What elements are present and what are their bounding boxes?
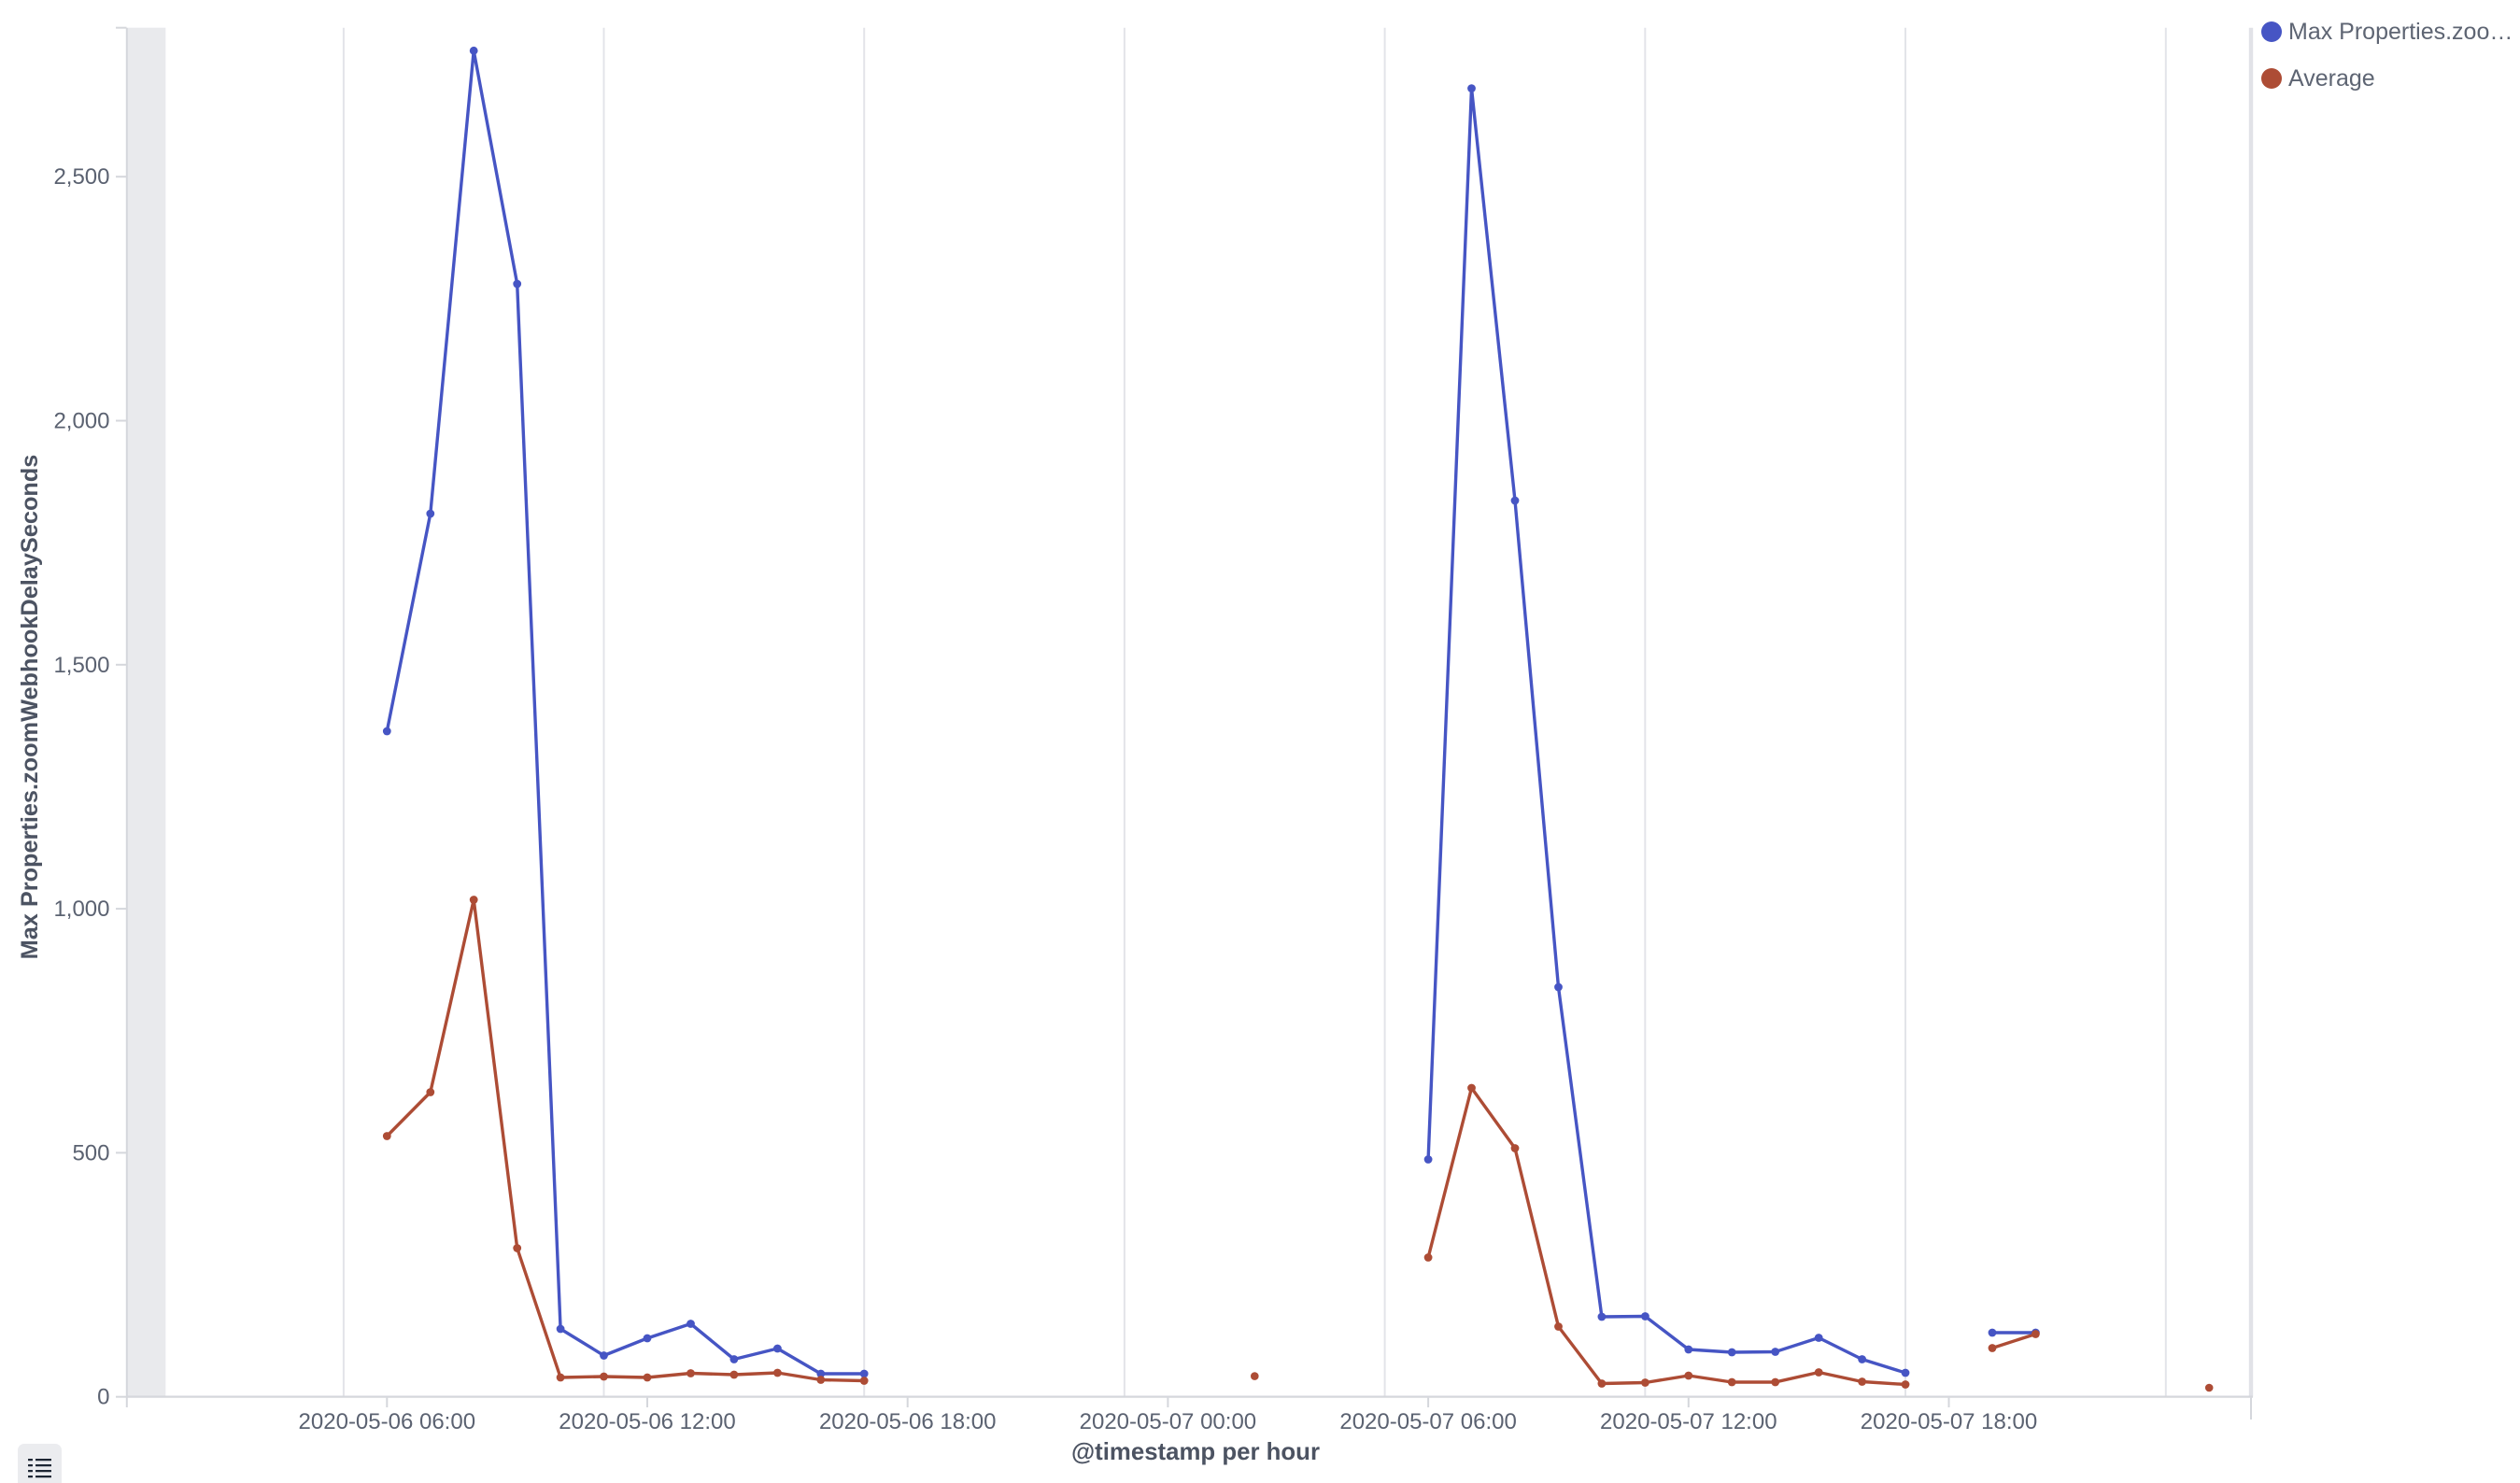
svg-text:0: 0 [97,1385,109,1410]
svg-text:2020-05-06 06:00: 2020-05-06 06:00 [299,1409,476,1434]
svg-text:2020-05-06 18:00: 2020-05-06 18:00 [819,1409,997,1434]
svg-text:1,500: 1,500 [53,653,109,678]
svg-text:@timestamp per hour: @timestamp per hour [1071,1439,1320,1465]
svg-text:2020-05-06 12:00: 2020-05-06 12:00 [559,1409,736,1434]
svg-text:2020-05-07 00:00: 2020-05-07 00:00 [1080,1409,1257,1434]
svg-text:2020-05-07 06:00: 2020-05-07 06:00 [1339,1409,1517,1434]
svg-text:2,500: 2,500 [53,164,109,190]
svg-text:2020-05-07 12:00: 2020-05-07 12:00 [1600,1409,1777,1434]
svg-text:500: 500 [72,1140,109,1165]
svg-text:Max Properties.zoomWebhookDela: Max Properties.zoomWebhookDelaySeconds [17,455,43,960]
svg-text:2,000: 2,000 [53,409,109,434]
svg-text:2020-05-07 18:00: 2020-05-07 18:00 [1861,1409,2038,1434]
svg-text:1,000: 1,000 [53,897,109,922]
